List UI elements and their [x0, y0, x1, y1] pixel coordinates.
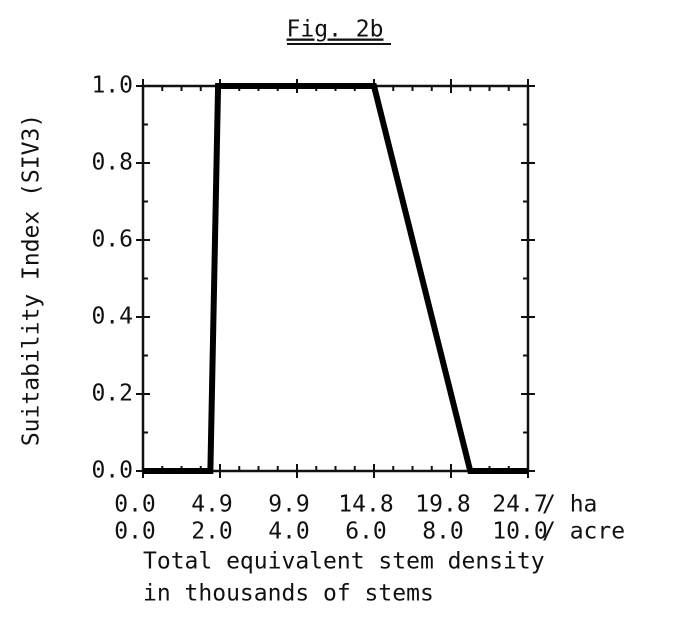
x-tick-label-ha: 4.9: [191, 492, 233, 518]
y-tick-label: 0.2: [91, 381, 133, 407]
x-unit-label: / ha: [542, 492, 597, 518]
x-tick-label-ha: 0.0: [114, 492, 156, 518]
x-tick-label: 10.0: [492, 519, 547, 545]
x-tick-label: 6.0: [345, 519, 387, 545]
x-tick-label-ha: 24.7: [492, 492, 547, 518]
x-tick-label: 2.0: [191, 519, 233, 545]
x-tick-label: 0.0: [114, 519, 156, 545]
x-tick-label: 4.0: [268, 519, 310, 545]
plot-frame: [141, 84, 530, 473]
x-tick-label-ha: 19.8: [415, 492, 470, 518]
y-tick-label: 0.6: [91, 227, 133, 253]
y-tick-label: 0.4: [91, 304, 133, 330]
y-tick-label: 0.0: [91, 458, 133, 484]
y-tick-label: 1.0: [91, 73, 133, 99]
x-axis-label: in thousands of stems: [143, 581, 434, 607]
data-line: [143, 83, 528, 474]
x-unit-label: / acre: [542, 519, 625, 545]
y-axis-label: Suitability Index (SIV3): [19, 114, 45, 446]
y-tick-label: 0.8: [91, 150, 133, 176]
x-axis-label: Total equivalent stem density: [143, 549, 545, 575]
x-tick-label: 8.0: [422, 519, 464, 545]
x-tick-label-ha: 9.9: [268, 492, 310, 518]
chart-title: Fig. 2b: [287, 17, 384, 43]
x-tick-label-ha: 14.8: [338, 492, 393, 518]
